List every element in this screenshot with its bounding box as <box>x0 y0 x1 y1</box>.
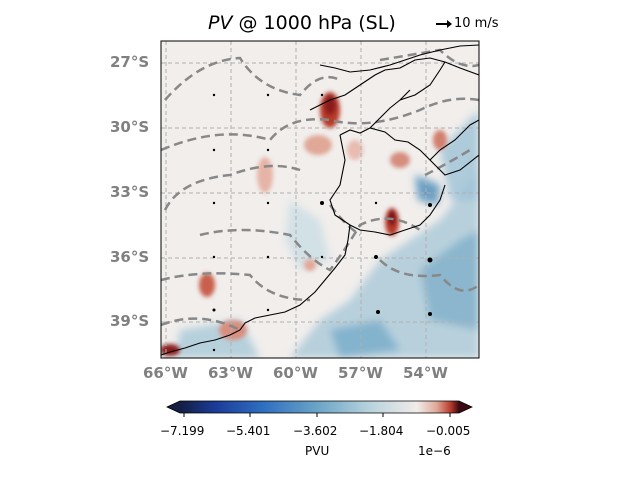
lat-label-39s: 39°S <box>110 312 150 330</box>
map-panel <box>161 41 479 358</box>
coastlines <box>161 44 479 356</box>
map-frame <box>160 40 480 359</box>
lat-label-36s: 36°S <box>110 248 150 266</box>
lon-label-57w: 57°W <box>338 364 383 382</box>
colorbar-tick: −3.602 <box>293 424 338 438</box>
wind-vectors <box>212 93 433 352</box>
colorbar <box>166 400 473 417</box>
colorbar-tick: −7.199 <box>160 424 205 438</box>
colorbar-tick: −0.005 <box>426 424 471 438</box>
quiver-arrow-icon <box>436 19 452 28</box>
colorbar-tick: −1.804 <box>359 424 404 438</box>
lat-label-27s: 27°S <box>110 53 150 71</box>
title-variable: PV <box>208 12 233 34</box>
colorbar-units: PVU <box>305 444 330 458</box>
colorbar-tick: −5.401 <box>226 424 271 438</box>
colorbar-exponent: 1e−6 <box>418 444 451 458</box>
quiver-key: 10 m/s <box>436 16 499 31</box>
lon-label-60w: 60°W <box>273 364 318 382</box>
title-rest: @ 1000 hPa (SL) <box>232 12 396 34</box>
lat-label-33s: 33°S <box>110 183 150 201</box>
lon-label-54w: 54°W <box>403 364 448 382</box>
map-title: PV @ 1000 hPa (SL) <box>208 12 396 34</box>
lat-label-30s: 30°S <box>110 118 150 136</box>
quiver-key-label: 10 m/s <box>454 16 499 31</box>
lon-label-66w: 66°W <box>143 364 188 382</box>
lon-label-63w: 63°W <box>208 364 253 382</box>
